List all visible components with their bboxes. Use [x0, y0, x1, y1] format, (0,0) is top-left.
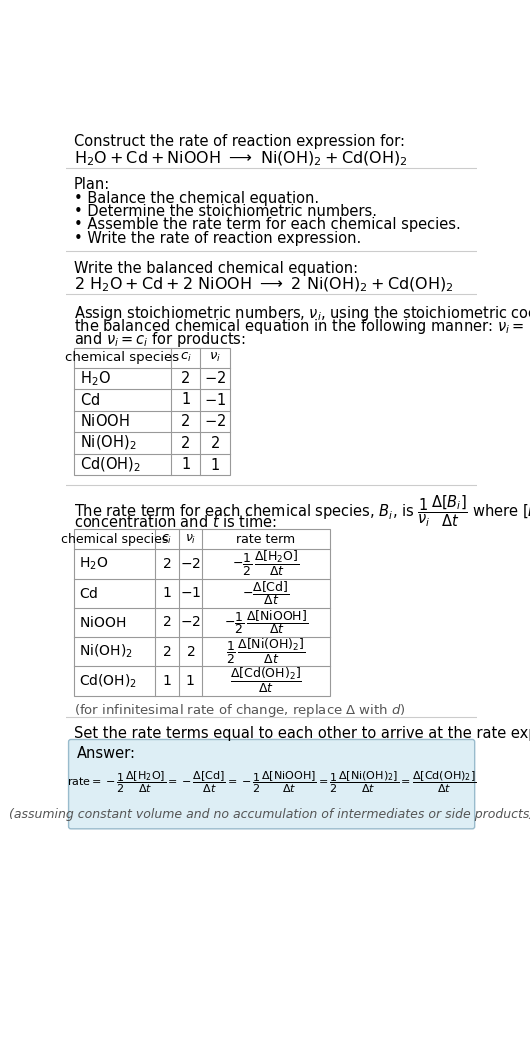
Text: Construct the rate of reaction expression for:: Construct the rate of reaction expressio… — [74, 134, 405, 149]
Text: chemical species: chemical species — [65, 351, 180, 364]
Text: $\mathrm{Cd}$: $\mathrm{Cd}$ — [80, 586, 99, 600]
Text: the balanced chemical equation in the following manner: $\nu_i = -c_i$ for react: the balanced chemical equation in the fo… — [74, 317, 530, 336]
Text: Assign stoichiometric numbers, $\nu_i$, using the stoichiometric coefficients, $: Assign stoichiometric numbers, $\nu_i$, … — [74, 303, 530, 323]
Text: $\mathrm{H_2O + Cd + NiOOH \ \longrightarrow \ Ni(OH)_2 + Cd(OH)_2}$: $\mathrm{H_2O + Cd + NiOOH \ \longrighta… — [74, 150, 408, 168]
Text: $\mathrm{NiOOH}$: $\mathrm{NiOOH}$ — [80, 414, 130, 429]
Text: $\mathrm{rate} = -\dfrac{1}{2}\dfrac{\Delta[\mathrm{H_2O}]}{\Delta t} = -\dfrac{: $\mathrm{rate} = -\dfrac{1}{2}\dfrac{\De… — [67, 769, 476, 795]
Text: 2: 2 — [181, 414, 190, 429]
Text: Answer:: Answer: — [77, 746, 136, 762]
Text: (for infinitesimal rate of change, replace $\Delta$ with $d$): (for infinitesimal rate of change, repla… — [74, 701, 406, 719]
Text: $-\dfrac{\Delta[\mathrm{Cd}]}{\Delta t}$: $-\dfrac{\Delta[\mathrm{Cd}]}{\Delta t}$ — [242, 579, 289, 607]
Text: chemical species: chemical species — [61, 532, 169, 546]
Text: $c_i$: $c_i$ — [161, 532, 173, 546]
Text: (assuming constant volume and no accumulation of intermediates or side products): (assuming constant volume and no accumul… — [9, 808, 530, 821]
Text: $1$: $1$ — [186, 674, 195, 688]
Text: $-\dfrac{1}{2}\,\dfrac{\Delta[\mathrm{H_2O}]}{\Delta t}$: $-\dfrac{1}{2}\,\dfrac{\Delta[\mathrm{H_… — [232, 549, 299, 578]
Bar — [74, 529, 330, 696]
Text: $c_i$: $c_i$ — [180, 351, 191, 364]
Text: 1: 1 — [181, 393, 190, 407]
Text: $\mathrm{Cd}$: $\mathrm{Cd}$ — [80, 392, 100, 407]
Text: $\mathrm{H_2O}$: $\mathrm{H_2O}$ — [80, 369, 111, 388]
Text: 2: 2 — [163, 645, 171, 659]
Text: • Assemble the rate term for each chemical species.: • Assemble the rate term for each chemic… — [74, 218, 461, 232]
Text: $-2$: $-2$ — [204, 414, 226, 429]
Text: $\mathrm{2\ H_2O + Cd + 2\ NiOOH \ \longrightarrow \ 2\ Ni(OH)_2 + Cd(OH)_2}$: $\mathrm{2\ H_2O + Cd + 2\ NiOOH \ \long… — [74, 276, 454, 294]
Text: concentration and $t$ is time:: concentration and $t$ is time: — [74, 514, 277, 530]
Text: $\mathrm{Ni(OH)_2}$: $\mathrm{Ni(OH)_2}$ — [80, 643, 133, 661]
Text: rate term: rate term — [236, 532, 295, 546]
Text: $2$: $2$ — [186, 645, 195, 659]
Bar — [74, 348, 230, 475]
Text: Set the rate terms equal to each other to arrive at the rate expression:: Set the rate terms equal to each other t… — [74, 726, 530, 742]
Text: 1: 1 — [163, 587, 171, 600]
Text: $1$: $1$ — [210, 456, 220, 473]
Text: $-2$: $-2$ — [180, 556, 201, 571]
Text: $-2$: $-2$ — [204, 370, 226, 387]
Text: Write the balanced chemical equation:: Write the balanced chemical equation: — [74, 260, 358, 275]
Text: 2: 2 — [181, 436, 190, 450]
Text: $\dfrac{\Delta[\mathrm{Cd(OH)_2}]}{\Delta t}$: $\dfrac{\Delta[\mathrm{Cd(OH)_2}]}{\Delt… — [230, 667, 302, 695]
Text: $-2$: $-2$ — [180, 616, 201, 629]
Text: 2: 2 — [181, 371, 190, 386]
Text: $\mathrm{Cd(OH)_2}$: $\mathrm{Cd(OH)_2}$ — [80, 672, 137, 690]
Text: and $\nu_i = c_i$ for products:: and $\nu_i = c_i$ for products: — [74, 330, 246, 349]
Text: $-1$: $-1$ — [180, 587, 201, 600]
Text: 1: 1 — [163, 674, 171, 688]
Text: 2: 2 — [163, 616, 171, 629]
Text: $\mathrm{Cd(OH)_2}$: $\mathrm{Cd(OH)_2}$ — [80, 455, 141, 474]
Text: $\dfrac{1}{2}\,\dfrac{\Delta[\mathrm{Ni(OH)_2}]}{\Delta t}$: $\dfrac{1}{2}\,\dfrac{\Delta[\mathrm{Ni(… — [226, 638, 306, 666]
Text: $\mathrm{H_2O}$: $\mathrm{H_2O}$ — [80, 555, 109, 572]
Text: $-1$: $-1$ — [204, 392, 226, 407]
Text: $\nu_i$: $\nu_i$ — [184, 532, 196, 546]
Text: $\nu_i$: $\nu_i$ — [209, 351, 221, 364]
Text: $-\dfrac{1}{2}\,\dfrac{\Delta[\mathrm{NiOOH}]}{\Delta t}$: $-\dfrac{1}{2}\,\dfrac{\Delta[\mathrm{Ni… — [224, 609, 308, 637]
Text: The rate term for each chemical species, $B_i$, is $\dfrac{1}{\nu_i}\dfrac{\Delt: The rate term for each chemical species,… — [74, 494, 530, 529]
FancyBboxPatch shape — [68, 740, 475, 828]
Text: • Determine the stoichiometric numbers.: • Determine the stoichiometric numbers. — [74, 204, 377, 220]
Text: $\mathrm{Ni(OH)_2}$: $\mathrm{Ni(OH)_2}$ — [80, 433, 137, 452]
Text: $2$: $2$ — [210, 436, 220, 451]
Text: 1: 1 — [181, 457, 190, 472]
Text: • Balance the chemical equation.: • Balance the chemical equation. — [74, 192, 319, 206]
Text: 2: 2 — [163, 556, 171, 571]
Text: Plan:: Plan: — [74, 177, 110, 193]
Text: • Write the rate of reaction expression.: • Write the rate of reaction expression. — [74, 230, 361, 246]
Text: $\mathrm{NiOOH}$: $\mathrm{NiOOH}$ — [80, 615, 127, 630]
